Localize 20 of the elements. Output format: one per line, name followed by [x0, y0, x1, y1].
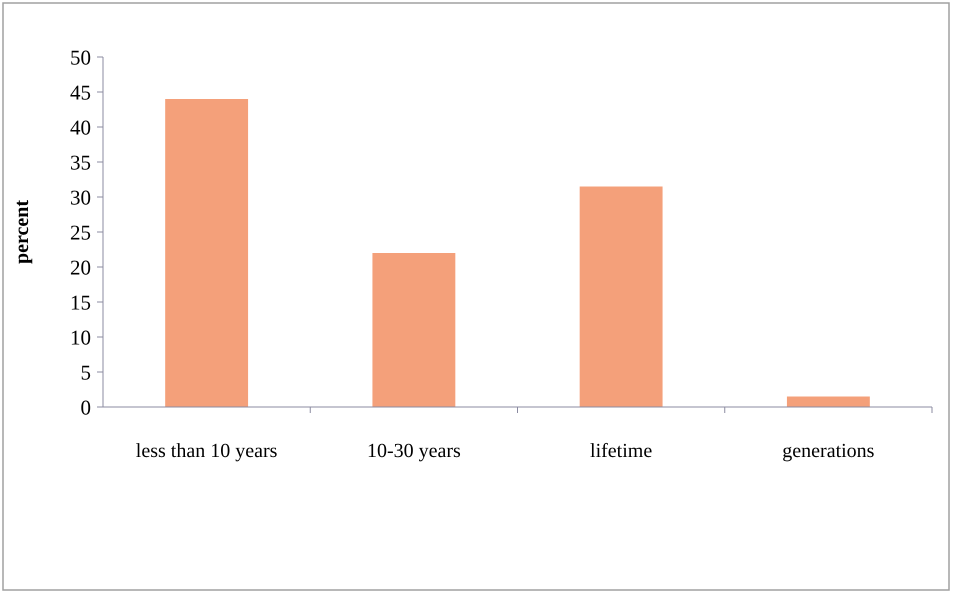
- y-tick-label: 40: [70, 115, 91, 140]
- bar: [372, 253, 456, 407]
- bar: [786, 396, 870, 407]
- x-tick-label: lifetime: [590, 440, 652, 462]
- x-tick-label: 10-30 years: [366, 440, 462, 462]
- y-tick-label: 25: [70, 220, 91, 244]
- y-tick-label: 35: [70, 150, 91, 174]
- y-tick-label: 5: [80, 360, 91, 384]
- y-tick-label: 50: [70, 45, 91, 70]
- x-tick-label: generations: [782, 440, 875, 462]
- y-tick-label: 10: [70, 325, 91, 350]
- y-tick-label: 20: [70, 255, 91, 280]
- y-axis-title: percent: [11, 200, 33, 264]
- y-tick-label: 45: [70, 80, 91, 104]
- y-tick-label: 15: [70, 290, 91, 314]
- y-tick-label: 30: [70, 185, 91, 210]
- bar: [580, 186, 663, 407]
- y-tick-label: 0: [80, 395, 91, 420]
- bar: [165, 99, 248, 407]
- x-tick-label: less than 10 years: [136, 440, 278, 462]
